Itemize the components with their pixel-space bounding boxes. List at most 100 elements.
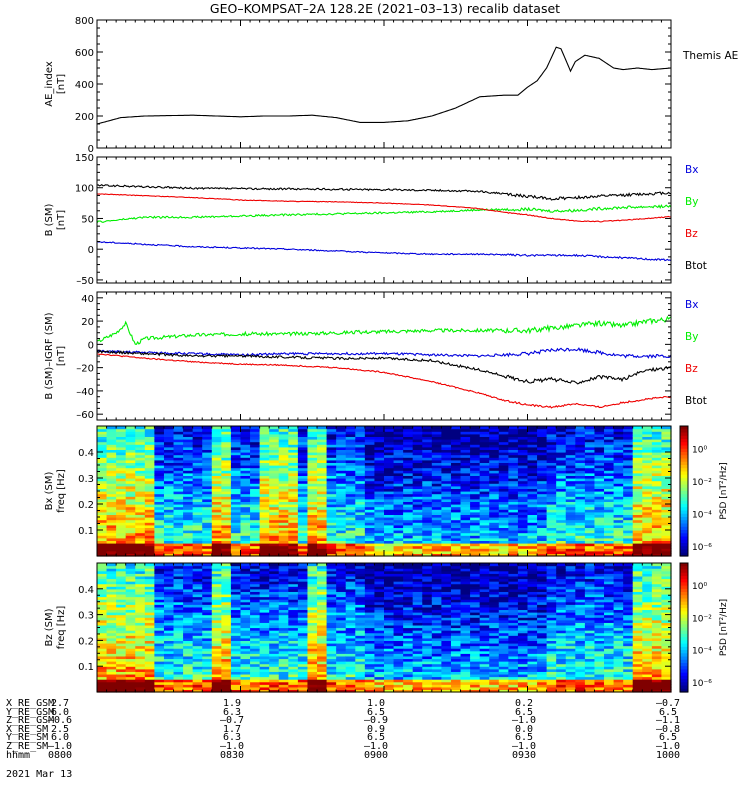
spectrogram-cell (441, 530, 452, 534)
spectrogram-cell (97, 433, 108, 437)
spectrogram-cell (307, 491, 318, 495)
spectrogram-cell (211, 676, 222, 680)
spectrogram-cell (230, 637, 242, 641)
spectrogram-cell (642, 426, 653, 430)
spectrogram-cell (642, 472, 653, 476)
spectrogram-cell (565, 522, 576, 526)
spectrogram-cell (250, 627, 261, 631)
spectrogram-cell (230, 467, 242, 471)
spectrogram-cell (154, 517, 165, 521)
spectrogram-cell (230, 565, 242, 569)
spectrogram-cell (297, 679, 309, 683)
spectrogram-cell (125, 452, 136, 456)
spectrogram-cell (221, 663, 232, 667)
spectrogram-cell (307, 467, 318, 471)
spectrogram-cell (556, 478, 567, 482)
spectrogram-cell (384, 444, 395, 448)
spectrogram-cell (154, 504, 165, 508)
spectrogram-cell (384, 535, 395, 539)
spectrogram-cell (594, 535, 605, 539)
spectrogram-cell (556, 457, 567, 461)
spectrogram-cell (135, 550, 146, 554)
spectrogram-cell (508, 480, 519, 484)
spectrogram-cell (374, 444, 385, 448)
spectrogram-cell (384, 540, 395, 544)
spectrogram-cell (374, 452, 385, 456)
colorbar-step (680, 504, 688, 508)
spectrogram-cell (97, 689, 108, 693)
spectrogram-cell (336, 648, 347, 652)
spectrogram-cell (106, 491, 117, 495)
spectrogram-cell (470, 548, 481, 552)
spectrogram-cell (307, 493, 318, 497)
spectrogram-cell (202, 588, 213, 592)
spectrogram-cell (211, 535, 222, 539)
spectrogram-cell (317, 511, 328, 515)
spectrogram-cell (604, 517, 615, 521)
spectrogram-cell (202, 565, 213, 569)
spectrogram-cell (211, 630, 222, 634)
spectrogram-cell (623, 441, 634, 445)
spectrogram-cell (556, 548, 567, 552)
spectrogram-cell (489, 506, 500, 510)
spectrogram-cell (422, 431, 433, 435)
spectrogram-cell (269, 671, 280, 675)
spectrogram-cell (412, 543, 423, 547)
spectrogram-cell (498, 449, 509, 453)
spectrogram-cell (403, 540, 414, 544)
spectrogram-cell (537, 428, 548, 432)
spectrogram-cell (412, 475, 423, 479)
spectrogram-cell (192, 457, 203, 461)
spectrogram-cell (460, 535, 471, 539)
spectrogram-cell (651, 478, 663, 482)
spectrogram-cell (297, 653, 309, 657)
legend-entry: By (685, 331, 698, 343)
spectrogram-cell (269, 511, 280, 515)
spectrogram-cell (240, 653, 251, 657)
spectrogram-cell (556, 444, 567, 448)
spectrogram-cell (97, 527, 108, 531)
spectrogram-cell (269, 545, 280, 549)
spectrogram-cell (374, 446, 385, 450)
spectrogram-cell (278, 426, 289, 430)
spectrogram-cell (508, 454, 519, 458)
spectrogram-cell (269, 446, 280, 450)
spectrogram-cell (116, 446, 127, 450)
spectrogram-cell (412, 446, 423, 450)
spectrogram-cell (259, 604, 270, 608)
spectrogram-cell (144, 604, 155, 608)
spectrogram-cell (623, 470, 634, 474)
spectrogram-cell (221, 472, 232, 476)
spectrogram-cell (116, 553, 127, 557)
spectrogram-cell (211, 506, 222, 510)
spectrogram-cell (441, 457, 452, 461)
spectrogram-cell (154, 671, 165, 675)
spectrogram-cell (661, 496, 672, 500)
spectrogram-cell (135, 632, 146, 636)
spectrogram-cell (192, 575, 203, 580)
spectrogram-cell (537, 548, 548, 552)
spectrogram-cell (125, 519, 136, 523)
spectrogram-cell (479, 509, 490, 513)
spectrogram-cell (336, 514, 347, 518)
spectrogram-cell (288, 676, 299, 680)
spectrogram-cell (489, 444, 500, 448)
spectrogram-cell (661, 548, 672, 552)
spectrogram-cell (269, 441, 280, 445)
spectrogram-cell (517, 431, 529, 435)
spectrogram-cell (441, 433, 452, 437)
spectrogram-cell (317, 614, 328, 618)
spectrogram-cell (230, 493, 242, 497)
spectrogram-cell (479, 501, 490, 505)
spectrogram-cell (489, 540, 500, 544)
spectrogram-cell (575, 428, 586, 432)
spectrogram-cell (135, 563, 146, 567)
spectrogram-cell (345, 454, 356, 458)
spectrogram-cell (307, 511, 318, 515)
spectrogram-cell (613, 452, 624, 456)
spectrogram-cell (278, 511, 289, 515)
spectrogram-cell (278, 637, 289, 641)
spectrogram-cell (240, 581, 251, 585)
spectrogram-cell (517, 535, 529, 539)
spectrogram-cell (125, 514, 136, 518)
